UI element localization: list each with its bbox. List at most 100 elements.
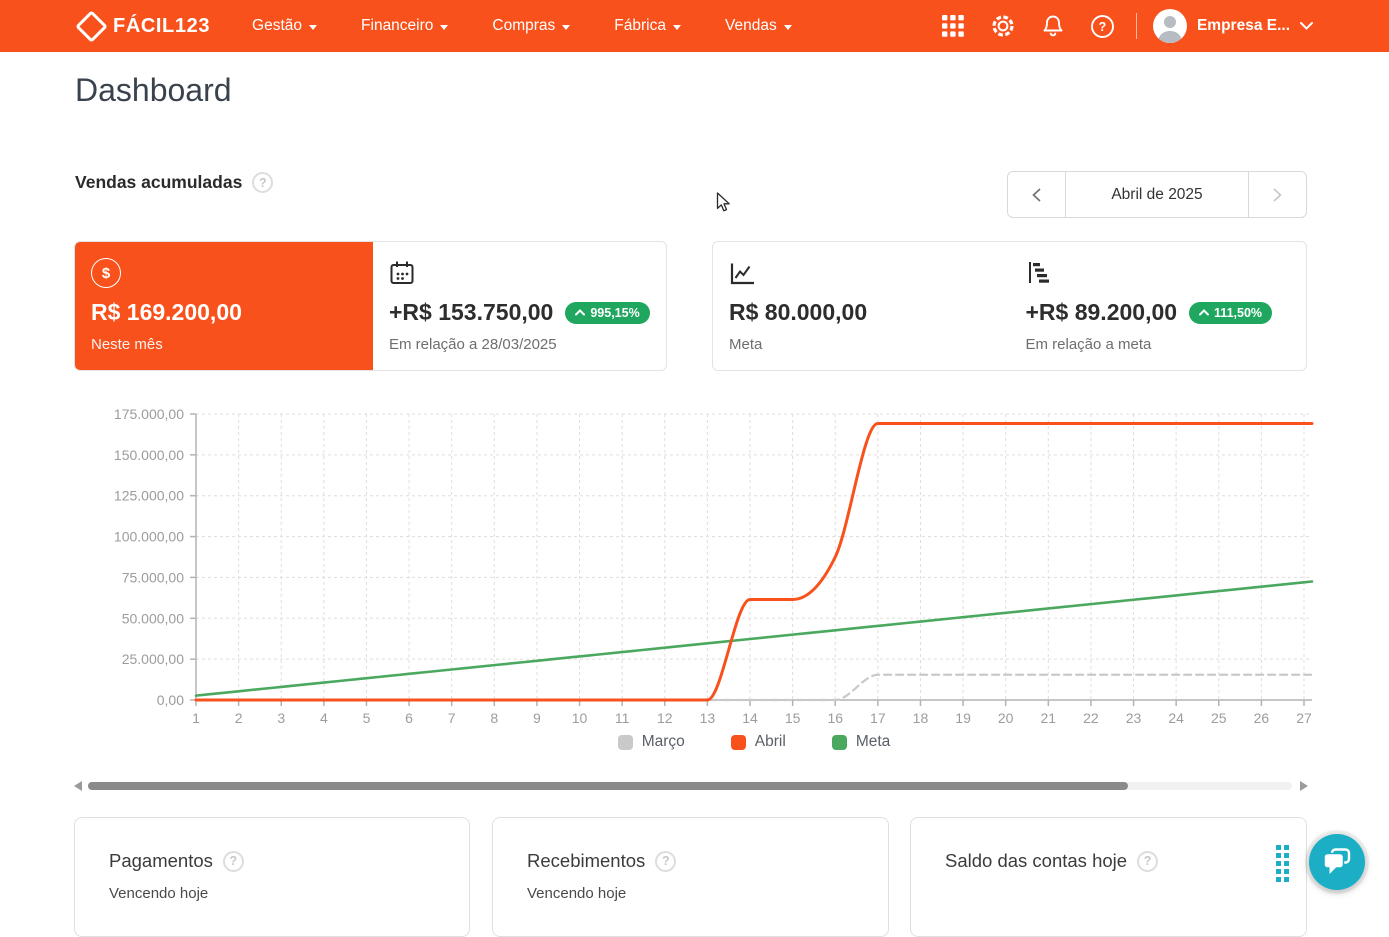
badge-value: 111,50% [1214,305,1263,320]
page-title: Dashboard [75,72,232,108]
mouse-cursor [716,192,730,212]
notifications-button[interactable] [1028,13,1078,39]
period-navigator: Abril de 2025 [1007,171,1307,218]
svg-text:20: 20 [998,710,1014,726]
user-icon [1157,16,1182,43]
svg-text:10: 10 [572,710,588,726]
legend-swatch-meta [831,734,847,750]
legend-label: Março [641,733,685,750]
kpi-card-goal: R$ 80.000,00 Meta +R$ 89.200,00 111,50% … [712,241,1307,371]
chevron-down-icon [1300,22,1313,30]
caret-up-icon [575,309,586,316]
calendar-icon [390,261,414,284]
next-month-button[interactable] [1248,172,1306,217]
svg-text:2: 2 [235,710,243,726]
svg-text:5: 5 [363,710,371,726]
legend-abril[interactable]: Abril [730,733,786,751]
brand-name: FÁCIL123 [113,14,211,37]
account-name: Empresa E... [1196,17,1290,34]
card-subtitle: Vencendo hoje [527,885,627,902]
previous-month-button[interactable] [1008,172,1066,217]
growth-badge: 111,50% [1189,301,1273,324]
svg-text:18: 18 [913,710,929,726]
nav-right: ? Empresa E... [928,9,1313,43]
chevron-right-icon [1273,187,1282,202]
legend-swatch-marco [617,734,633,750]
card-recebimentos: Recebimentos ? Vencendo hoje [492,817,889,937]
apps-grid-icon [941,15,964,37]
sales-accumulated-chart: 0,00 25.000,00 50.000,00 75.000,00 100.000,0… [114,406,1314,726]
scroll-left-arrow[interactable] [74,781,82,791]
gear-icon [992,15,1014,37]
svg-text:15: 15 [785,710,801,726]
card-saldo-contas: Saldo das contas hoje ? [910,817,1307,937]
svg-text:21: 21 [1041,710,1057,726]
legend-label: Meta [855,733,891,750]
chevron-left-icon [1032,187,1041,202]
card-title: Recebimentos [527,850,646,871]
kpi-value: +R$ 153.750,00 [389,299,554,325]
apps-grid-button[interactable] [928,15,978,37]
svg-text:75.000,00: 75.000,00 [122,569,184,585]
caret-down-icon [783,24,792,30]
svg-text:3: 3 [277,710,285,726]
badge-value: 995,15% [590,305,640,320]
svg-text:100.000,00: 100.000,00 [114,529,184,545]
saldo-help-icon[interactable]: ? [1137,850,1159,872]
svg-text:50.000,00: 50.000,00 [122,610,184,626]
line-chart-icon [730,263,754,284]
svg-text:25.000,00: 25.000,00 [122,651,184,667]
svg-text:8: 8 [490,710,498,726]
menu-label: Financeiro [361,17,434,34]
svg-text:16: 16 [827,710,843,726]
widget-drag-handle[interactable] [1276,845,1289,882]
caret-up-icon [1199,309,1210,316]
kpi-label: Em relação a meta [1025,336,1152,353]
svg-text:175.000,00: 175.000,00 [114,406,184,422]
settings-button[interactable] [978,13,1028,39]
legend-meta[interactable]: Meta [831,733,891,751]
menu-fabrica[interactable]: Fábrica [614,17,681,35]
svg-text:125.000,00: 125.000,00 [114,488,184,504]
account-menu[interactable]: Empresa E... [1152,9,1313,43]
legend-label: Abril [754,733,786,750]
legend-swatch-abril [730,734,746,750]
kpi-label: Neste mês [91,336,163,353]
svg-text:25: 25 [1211,710,1227,726]
menu-label: Fábrica [614,17,666,34]
brand-logo[interactable]: FÁCIL123 [75,9,211,43]
kpi-goal: R$ 80.000,00 Meta [713,242,1010,370]
chat-button[interactable] [1309,834,1365,890]
pagamentos-help-icon[interactable]: ? [222,850,244,872]
scroll-right-arrow[interactable] [1300,781,1308,791]
caret-down-icon [562,24,571,30]
kpi-vs-goal: +R$ 89.200,00 111,50% Em relação a meta [1010,242,1307,370]
menu-label: Vendas [724,17,777,34]
section-help-icon[interactable]: ? [252,172,274,193]
recebimentos-help-icon[interactable]: ? [655,850,677,872]
svg-text:9: 9 [533,710,541,726]
svg-text:150.000,00: 150.000,00 [114,447,184,463]
menu-financeiro[interactable]: Financeiro [361,17,449,35]
kpi-current-month: $ R$ 169.200,00 Neste mês [75,242,373,370]
nav-divider [1135,13,1137,39]
svg-text:13: 13 [700,710,716,726]
main-menu: Gestão Financeiro Compras Fábrica Vendas [252,17,792,35]
chart-scrollbar-thumb[interactable] [88,782,1128,790]
menu-vendas[interactable]: Vendas [725,17,792,35]
menu-label: Gestão [252,17,303,34]
help-button[interactable]: ? [1078,14,1128,39]
caret-down-icon [309,24,318,30]
caret-down-icon [440,24,449,30]
caret-down-icon [672,24,681,30]
card-subtitle: Vencendo hoje [109,885,209,902]
kpi-value-row: +R$ 89.200,00 111,50% [1026,299,1293,326]
kpi-value-row: +R$ 153.750,00 995,15% [389,299,652,326]
menu-compras[interactable]: Compras [492,17,571,35]
chat-bubbles-icon [1323,848,1351,874]
card-pagamentos: Pagamentos ? Vencendo hoje [74,817,470,937]
menu-gestao[interactable]: Gestão [252,17,318,35]
legend-marco[interactable]: Março [617,733,685,751]
svg-text:23: 23 [1126,710,1142,726]
top-nav: FÁCIL123 Gestão Financeiro Compras Fábri… [0,0,1389,52]
